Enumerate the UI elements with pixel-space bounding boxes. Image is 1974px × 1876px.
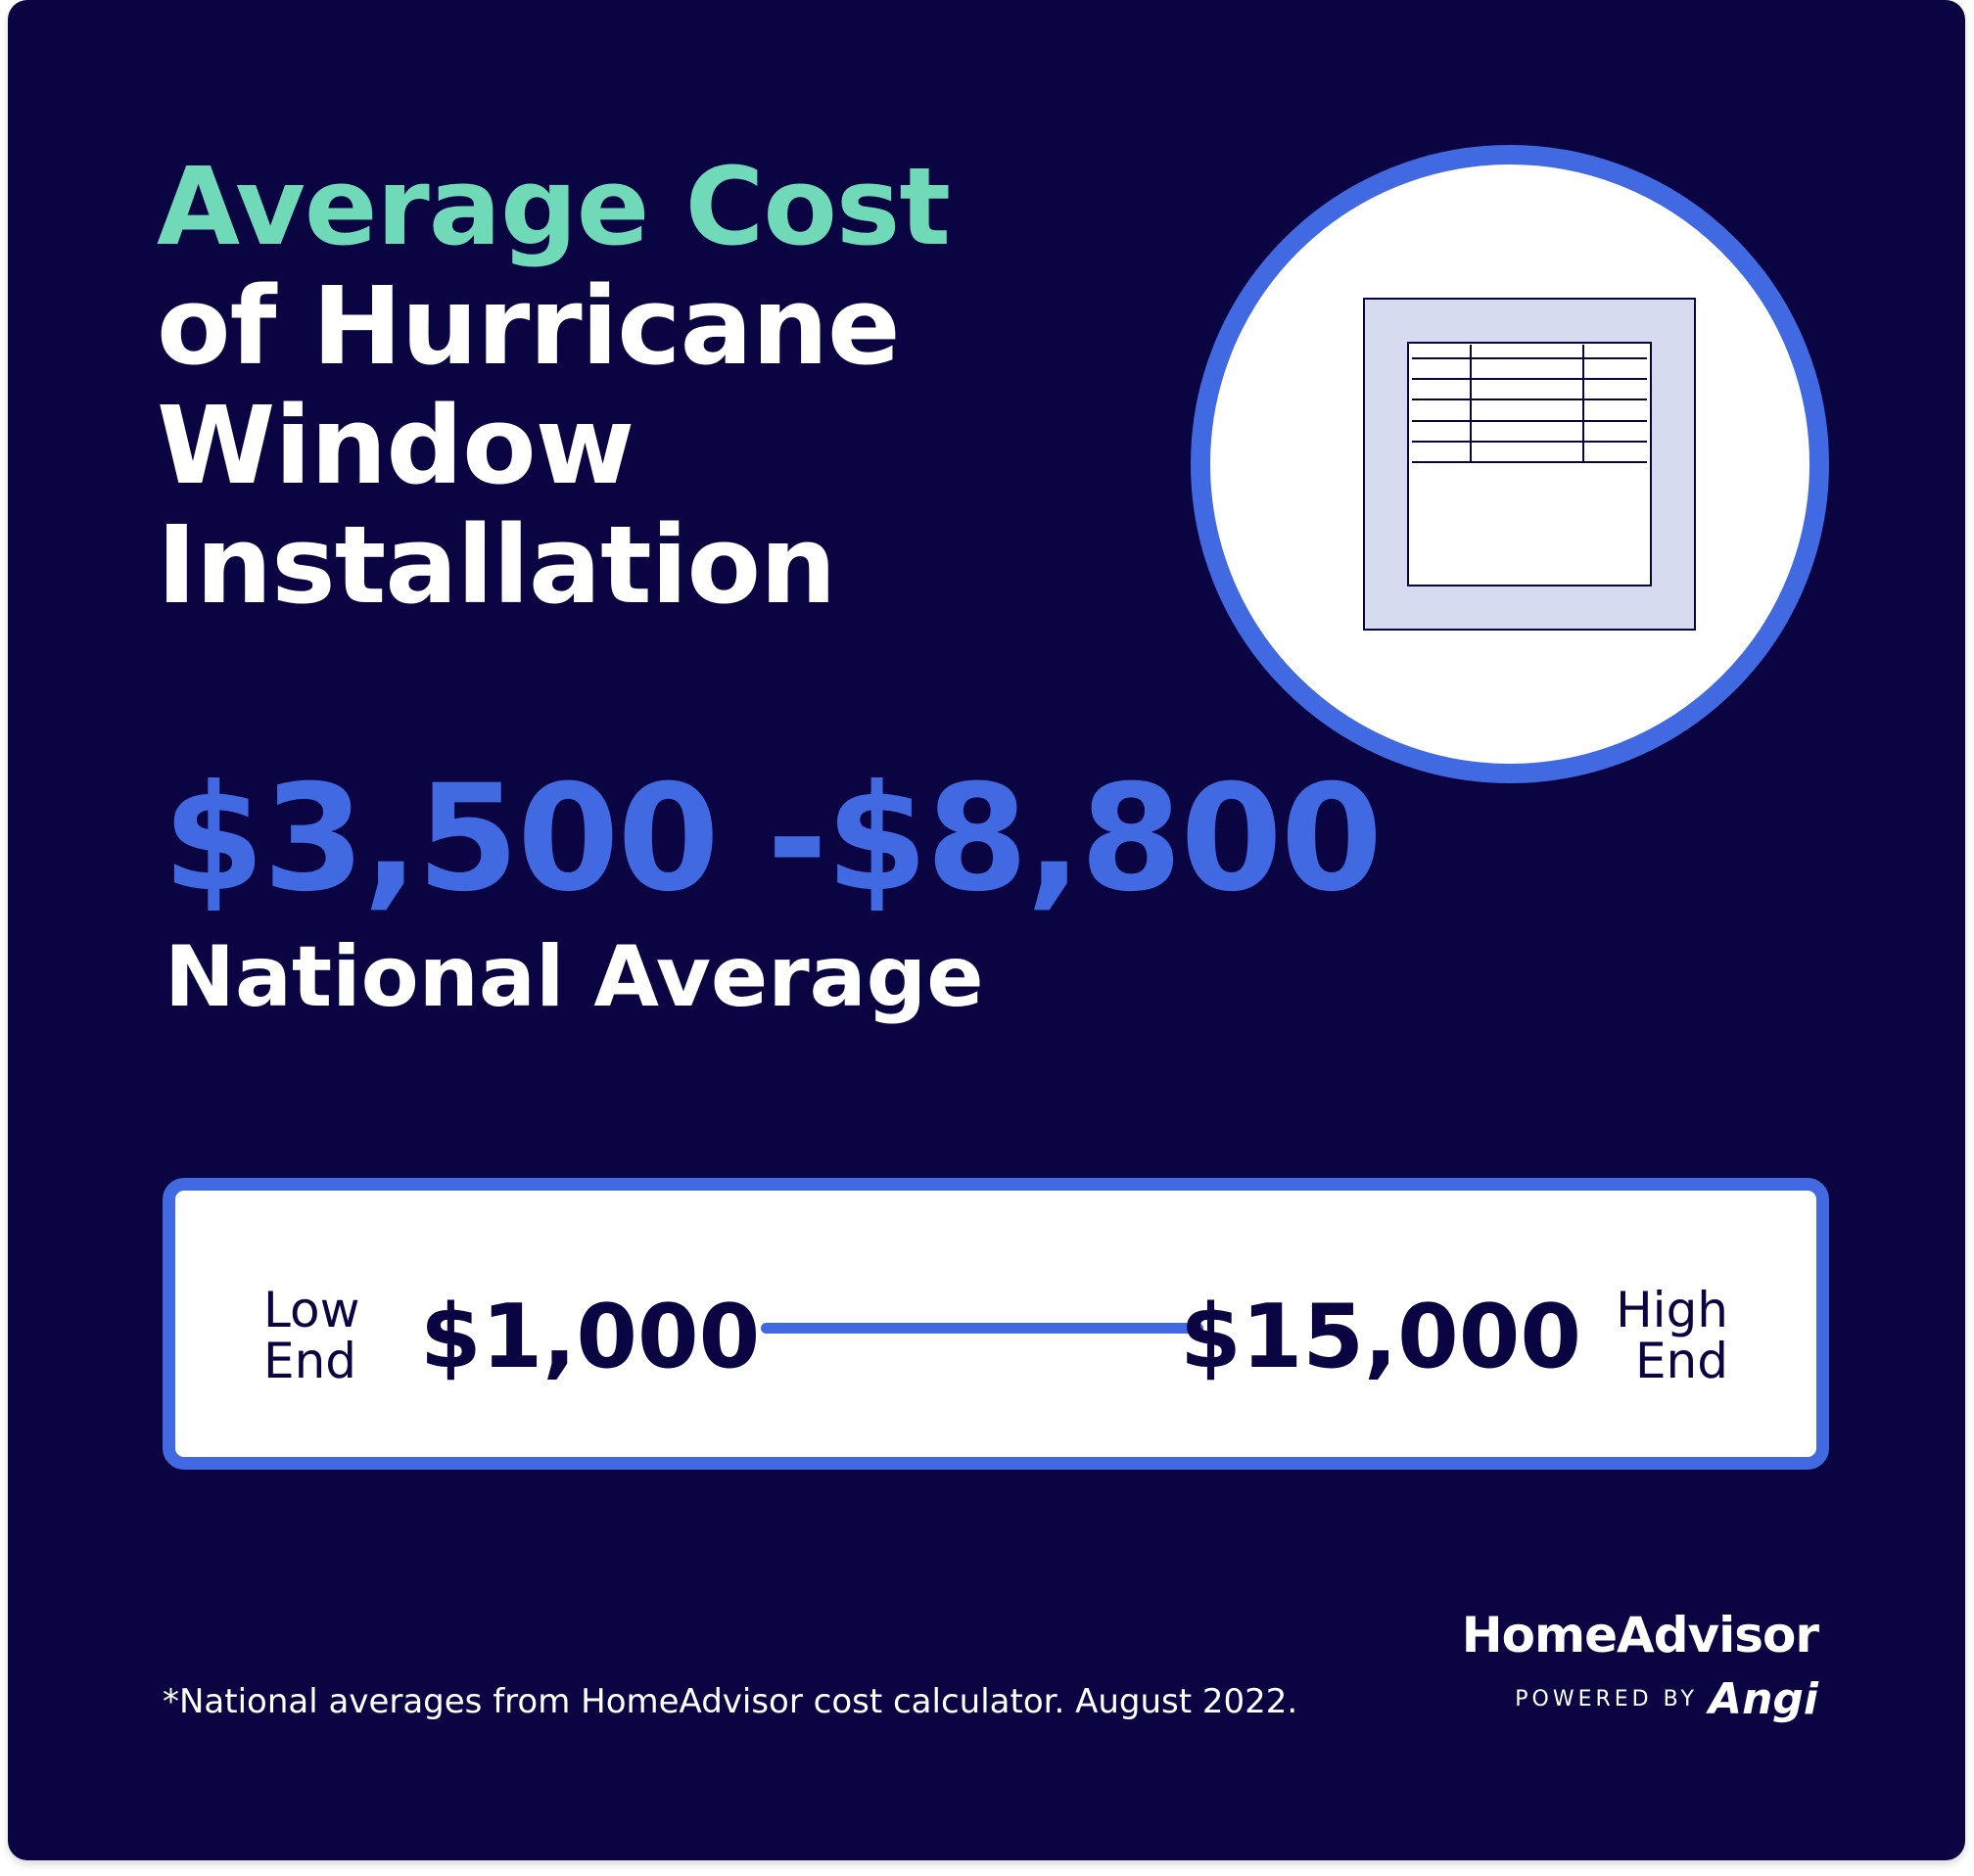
title-line-2: of Hurricane	[157, 263, 901, 389]
high-end-label-line-1: High	[1616, 1282, 1728, 1338]
cost-range-box: Low End $1,000 $15,000 High End	[163, 1178, 1829, 1470]
title-line-accent: Average Cost	[157, 144, 951, 269]
title-line-3: Window	[157, 383, 634, 508]
national-average-label: National Average	[164, 928, 984, 1026]
high-end-label-line-2: End	[1634, 1333, 1728, 1389]
low-end-label: Low End	[263, 1285, 359, 1386]
brand-name: HomeAdvisor	[1461, 1607, 1819, 1664]
page-title: Average Cost of Hurricane Window Install…	[157, 144, 951, 628]
brand-subline: POWERED BY Angi	[1462, 1674, 1818, 1724]
high-end-label: High End	[1616, 1285, 1728, 1386]
homeadvisor-logo: HomeAdvisor POWERED BY Angi	[1461, 1606, 1819, 1724]
angi-logo: Angi	[1709, 1674, 1818, 1724]
title-line-4: Installation	[157, 502, 836, 628]
range-divider-line	[761, 1323, 1203, 1334]
high-end-value: $15,000	[1180, 1286, 1581, 1388]
low-end-label-line-1: Low	[263, 1282, 360, 1338]
window-illustration	[1191, 145, 1829, 783]
powered-by-text: POWERED BY	[1515, 1687, 1698, 1712]
low-end-value: $1,000	[420, 1286, 761, 1388]
source-footnote: *National averages from HomeAdvisor cost…	[163, 1682, 1298, 1721]
hurricane-window-icon	[1363, 298, 1696, 631]
low-end-label-line-2: End	[263, 1333, 357, 1389]
national-average-range: $3,500 -$8,800	[163, 754, 1383, 924]
infographic-card: Average Cost of Hurricane Window Install…	[8, 0, 1965, 1860]
